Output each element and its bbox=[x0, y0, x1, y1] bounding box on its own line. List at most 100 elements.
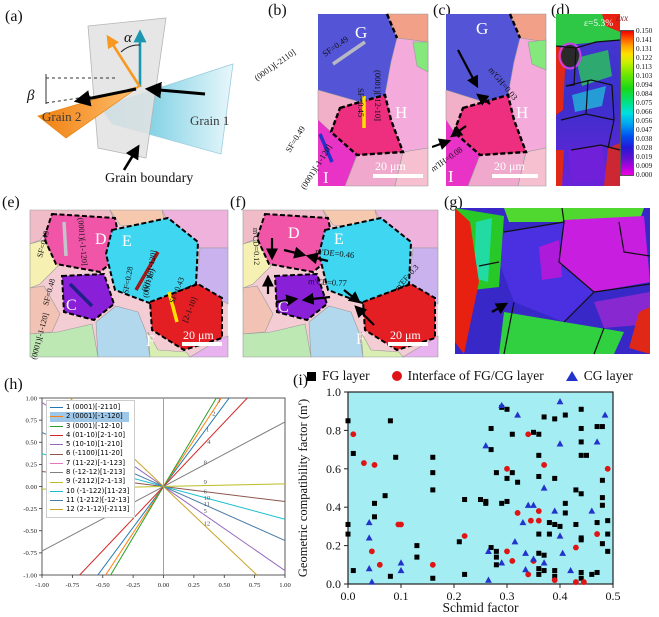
series-triangle bbox=[365, 398, 609, 585]
point-square bbox=[350, 568, 356, 574]
legend-label: 8 (-12-12)[1-213] bbox=[66, 468, 126, 477]
legend-item-1[interactable]: 1 (0001)[-2110] bbox=[50, 403, 129, 412]
h-y-tick-label: -0.25 bbox=[23, 506, 37, 513]
point-circle bbox=[535, 508, 542, 514]
slip-arrow-grain1 bbox=[144, 81, 206, 99]
point-square bbox=[594, 569, 600, 575]
grain-I-letter: I bbox=[448, 167, 454, 186]
point-square bbox=[504, 475, 510, 481]
h-x-tick-label: -1.00 bbox=[35, 582, 49, 589]
grain-G bbox=[318, 14, 397, 102]
h-x-tick-label: 0.00 bbox=[158, 582, 170, 589]
grain-G-special-boundary bbox=[385, 13, 399, 39]
grain1-label: Grain 1 bbox=[190, 113, 229, 128]
point-triangle bbox=[365, 565, 373, 572]
point-square bbox=[536, 566, 542, 572]
point-triangle bbox=[485, 547, 492, 554]
strain-grain-boundaries bbox=[555, 39, 621, 151]
grain-G-letter: G bbox=[355, 23, 367, 42]
point-circle bbox=[398, 521, 404, 528]
point-square bbox=[456, 539, 462, 545]
grain-D-letter: D bbox=[288, 225, 300, 242]
legend-item-11[interactable]: 11 (1-212)[-12-13] bbox=[50, 496, 129, 505]
i-legend-circle-marker bbox=[391, 371, 402, 381]
point-square bbox=[546, 531, 552, 537]
i-y-tick-label: 0.2 bbox=[326, 539, 341, 553]
legend-swatch bbox=[50, 472, 63, 474]
scatter-legend: FG layer Interface of FG/CG layer CG layer bbox=[307, 368, 633, 384]
bg-grain bbox=[412, 41, 429, 73]
point-circle bbox=[594, 531, 600, 537]
point-triangle bbox=[511, 538, 519, 545]
h-x-tick-label: -0.75 bbox=[66, 582, 80, 589]
panel-a-label: (a) bbox=[5, 8, 23, 25]
legend-label: 2 (0001)[-1-120] bbox=[66, 412, 123, 421]
i-y-tick-label: 1.0 bbox=[326, 385, 341, 399]
legend-swatch bbox=[50, 453, 63, 455]
legend-label: 7 (11-22)[-1-123] bbox=[66, 458, 126, 467]
point-square bbox=[594, 424, 600, 430]
point-square bbox=[552, 416, 558, 422]
point-square bbox=[504, 498, 510, 504]
scale-bar bbox=[373, 174, 423, 178]
point-square bbox=[599, 495, 605, 501]
point-square bbox=[594, 520, 600, 526]
point-triangle bbox=[530, 555, 537, 562]
point-square bbox=[372, 514, 377, 520]
panel-d: ε=5.3% εxx 0.150 0.141 0.131 0.122 0.113 0.10… bbox=[546, 0, 659, 192]
panel-h-label: (h) bbox=[4, 376, 23, 393]
point-square bbox=[578, 491, 584, 497]
ann-mDE: m'DE=0.46 bbox=[315, 246, 355, 260]
grain-E-letter: E bbox=[122, 233, 132, 250]
colorbar-tick-label: 0.038 bbox=[636, 135, 653, 143]
point-square bbox=[504, 406, 510, 412]
legend-item-4[interactable]: 4 (01-10)[2-1-10] bbox=[50, 431, 129, 440]
point-circle bbox=[371, 462, 378, 468]
point-square bbox=[557, 523, 563, 529]
point-circle bbox=[573, 544, 579, 551]
point-circle bbox=[604, 465, 611, 472]
arrow-GH-upper bbox=[457, 49, 479, 89]
panel-g-label: (g) bbox=[444, 194, 463, 211]
slip-system-legend[interactable]: 1 (0001)[-2110] 2 (0001)[-1-120] 3 (0001)[… bbox=[46, 400, 136, 518]
legend-item-9[interactable]: 9 (-2112)[2-1-13] bbox=[50, 477, 129, 486]
point-square bbox=[430, 454, 436, 460]
point-circle bbox=[527, 517, 534, 524]
strain-red-br bbox=[629, 307, 650, 354]
legend-item-8[interactable]: 8 (-12-12)[1-213] bbox=[50, 468, 129, 477]
legend-swatch bbox=[50, 444, 63, 446]
point-square bbox=[552, 475, 558, 481]
point-triangle bbox=[540, 559, 548, 566]
slip-line-number-10: 10 bbox=[204, 495, 211, 502]
strain-level-label: ε=5.3% bbox=[584, 19, 613, 29]
grain-F-letter: F bbox=[356, 331, 365, 348]
i-y-tick-label: 0.6 bbox=[326, 462, 341, 476]
point-square bbox=[430, 575, 436, 581]
legend-item-7[interactable]: 7 (11-22)[-1-123] bbox=[50, 459, 129, 468]
point-triangle bbox=[397, 559, 405, 566]
legend-item-5[interactable]: 5 (10-10)[1-210] bbox=[50, 440, 129, 449]
legend-swatch bbox=[50, 481, 63, 483]
point-square bbox=[536, 452, 542, 458]
legend-item-10[interactable]: 10 (-1-122)[11-23] bbox=[50, 487, 129, 496]
point-circle bbox=[504, 548, 510, 555]
panel-e-label: (e) bbox=[2, 194, 20, 211]
point-square bbox=[350, 450, 356, 456]
alpha-arc bbox=[120, 44, 141, 53]
i-x-tick-label: 0.5 bbox=[606, 589, 621, 603]
slip-line-number-8: 8 bbox=[204, 459, 208, 466]
legend-item-12[interactable]: 12 (2-1-12)[-2113] bbox=[50, 505, 129, 514]
legend-item-2[interactable]: 2 (0001)[-1-120] bbox=[50, 412, 130, 422]
point-triangle bbox=[368, 578, 376, 585]
colorbar-tick-label: 0.113 bbox=[636, 63, 652, 71]
point-circle bbox=[514, 510, 521, 516]
legend-item-6[interactable]: 6 (-1100)[11-20] bbox=[50, 449, 129, 458]
point-square bbox=[393, 454, 399, 460]
bg-grain bbox=[527, 39, 547, 71]
strain-magenta-ring bbox=[558, 42, 582, 70]
i-x-axis-label: Schmid factor bbox=[442, 600, 519, 615]
slip-line-number-6: 6 bbox=[204, 489, 208, 496]
strain-arrow bbox=[491, 302, 509, 315]
legend-item-3[interactable]: 3 (0001)[-12-10] bbox=[50, 422, 129, 431]
